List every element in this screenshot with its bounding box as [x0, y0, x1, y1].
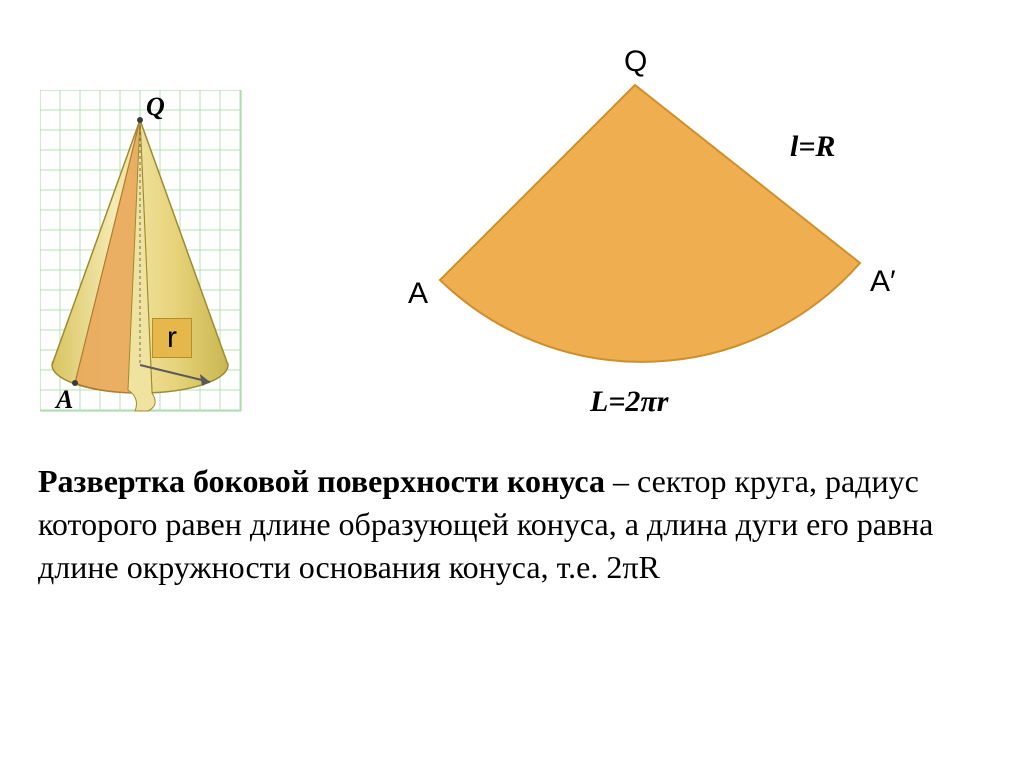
- label-q-sector: Q: [624, 45, 647, 79]
- cone-figure: Q A r: [40, 90, 260, 435]
- sector-shape: [440, 85, 860, 362]
- caption-text: Развертка боковой поверхности конуса – с…: [38, 460, 994, 590]
- label-r-box: r: [152, 318, 192, 358]
- label-a-right: A′: [870, 265, 896, 299]
- label-l-eq-r: l=R: [790, 130, 835, 164]
- sector-figure: Q l=R A A′ L=2πr: [380, 45, 940, 440]
- apex-point: [137, 117, 143, 123]
- label-a-cone: A: [56, 385, 73, 415]
- sector-svg: [380, 45, 940, 435]
- label-arc-length: L=2πr: [590, 385, 668, 419]
- cone-svg: [40, 90, 260, 430]
- label-q-cone: Q: [146, 92, 165, 122]
- label-a-left: A: [408, 277, 428, 311]
- caption-bold: Развертка боковой поверхности конуса: [38, 463, 605, 499]
- figures-area: Q A r Q l=R A A′ L=2πr: [0, 0, 1024, 430]
- page: Q A r Q l=R A A′ L=2πr Развертка боковой…: [0, 0, 1024, 767]
